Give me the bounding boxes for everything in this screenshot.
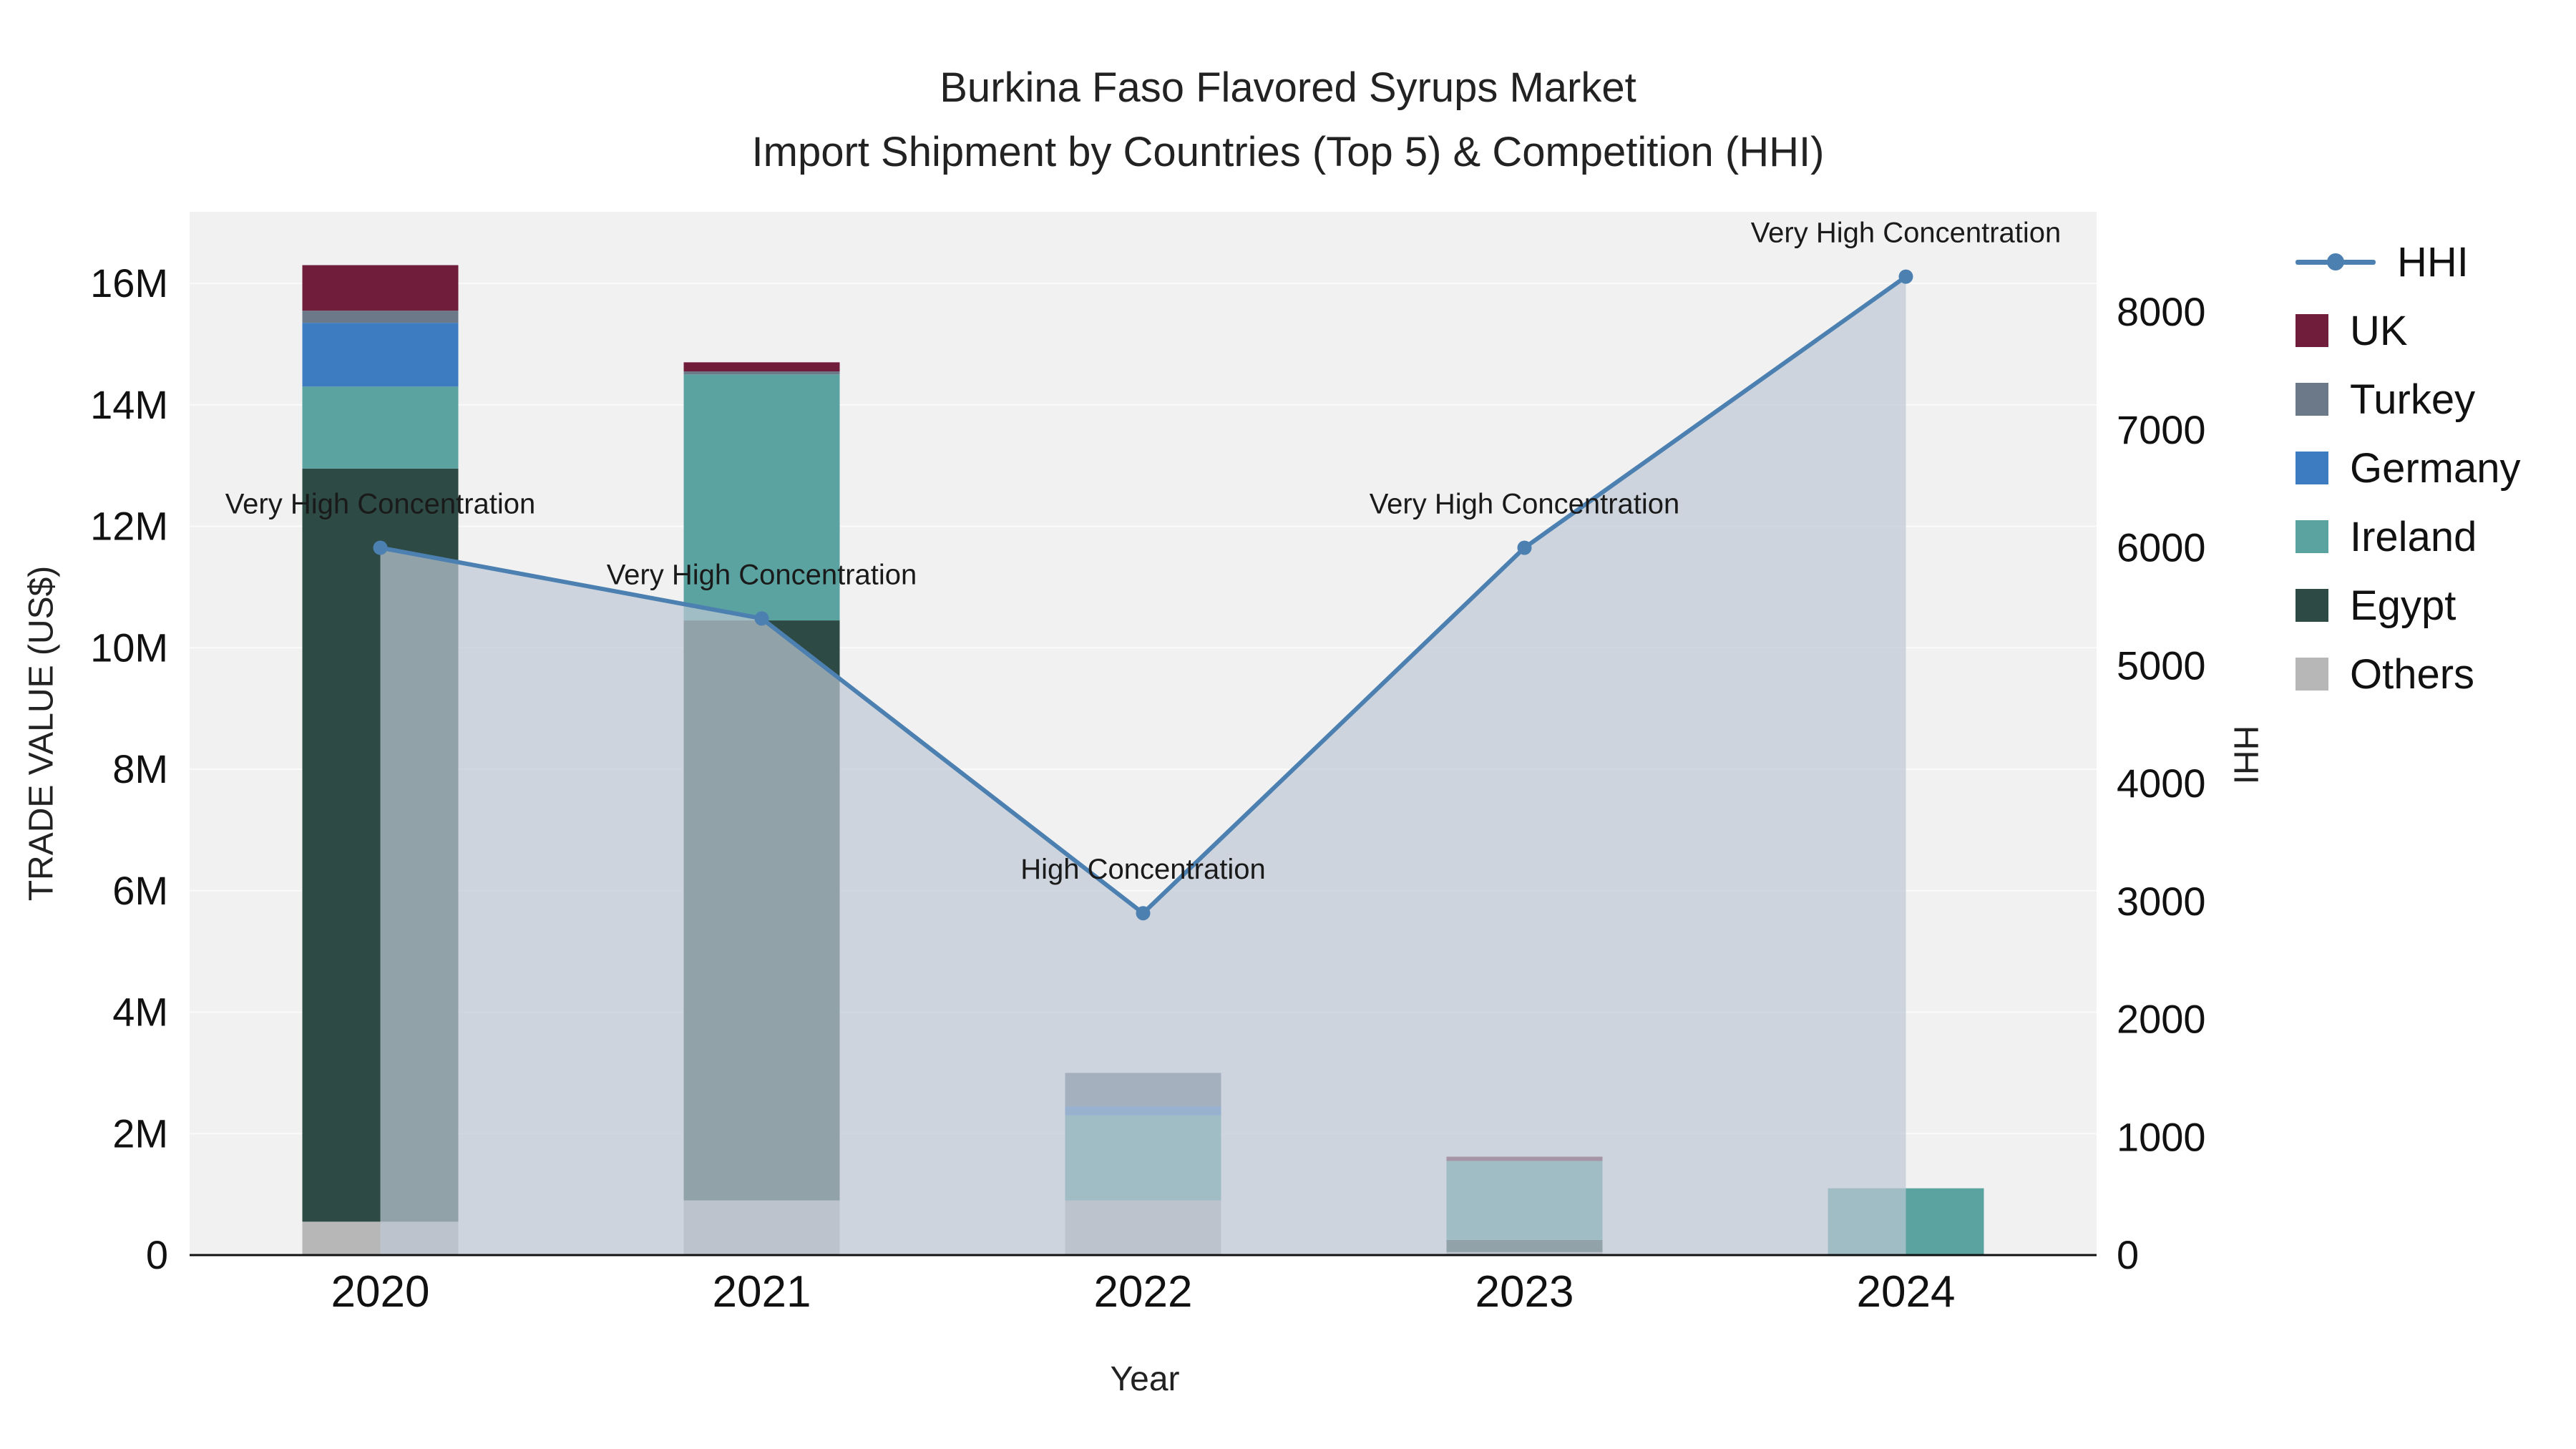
y-axis-tick-right: 1000 bbox=[2117, 1114, 2206, 1159]
y-axis-tick-left: 14M bbox=[90, 382, 168, 427]
x-axis-tick: 2020 bbox=[331, 1267, 430, 1317]
y-axis-tick-right: 4000 bbox=[2117, 761, 2206, 806]
hhi-marker[interactable] bbox=[1517, 540, 1532, 555]
legend: HHI UK Turkey Germany Ireland Egypt Others bbox=[2296, 228, 2521, 708]
y-axis-tick-right: 5000 bbox=[2117, 643, 2206, 688]
y-axis-tick-left: 0 bbox=[146, 1232, 168, 1277]
y-axis-tick-right: 6000 bbox=[2117, 525, 2206, 570]
legend-swatch-turkey bbox=[2296, 383, 2328, 416]
hhi-marker[interactable] bbox=[373, 540, 388, 555]
chart-title-block: Burkina Faso Flavored Syrups Market Impo… bbox=[0, 56, 2576, 185]
bar-segment-ireland[interactable] bbox=[683, 374, 840, 621]
legend-item-turkey[interactable]: Turkey bbox=[2296, 365, 2521, 434]
legend-swatch-others bbox=[2296, 658, 2328, 691]
annotation-label: Very High Concentration bbox=[1370, 489, 1680, 520]
hhi-marker[interactable] bbox=[1898, 269, 1913, 284]
legend-item-uk[interactable]: UK bbox=[2296, 296, 2521, 365]
y-axis-tick-right: 0 bbox=[2117, 1232, 2139, 1277]
bar-segment-germany[interactable] bbox=[302, 323, 459, 387]
legend-item-germany[interactable]: Germany bbox=[2296, 434, 2521, 502]
bar-segment-turkey[interactable] bbox=[302, 311, 459, 323]
bar-segment-uk[interactable] bbox=[683, 362, 840, 372]
legend-label: Others bbox=[2350, 650, 2475, 698]
legend-swatch-ireland bbox=[2296, 520, 2328, 553]
hhi-marker[interactable] bbox=[754, 611, 769, 626]
bar-segment-ireland[interactable] bbox=[302, 386, 459, 469]
annotation-label: Very High Concentration bbox=[607, 559, 917, 590]
legend-line-symbol bbox=[2296, 253, 2376, 270]
y-axis-tick-left: 8M bbox=[112, 746, 168, 791]
y-axis-tick-right: 2000 bbox=[2117, 997, 2206, 1042]
legend-label: Egypt bbox=[2350, 582, 2457, 629]
legend-item-others[interactable]: Others bbox=[2296, 640, 2521, 708]
y-axis-tick-left: 10M bbox=[90, 625, 168, 670]
annotation-label: Very High Concentration bbox=[1751, 218, 2062, 249]
hhi-marker[interactable] bbox=[1136, 906, 1151, 921]
y-axis-title-right: HHI bbox=[2226, 725, 2265, 785]
chart-subtitle: Import Shipment by Countries (Top 5) & C… bbox=[751, 128, 1825, 175]
y-axis-tick-left: 6M bbox=[112, 868, 168, 913]
y-axis-tick-left: 16M bbox=[90, 260, 168, 306]
legend-item-egypt[interactable]: Egypt bbox=[2296, 571, 2521, 640]
legend-swatch-egypt bbox=[2296, 589, 2328, 622]
bar-segment-turkey[interactable] bbox=[683, 371, 840, 375]
x-axis-tick: 2023 bbox=[1475, 1267, 1574, 1317]
y-axis-tick-right: 8000 bbox=[2117, 289, 2206, 334]
legend-label: Ireland bbox=[2350, 513, 2477, 560]
y-axis-tick-left: 4M bbox=[112, 990, 168, 1035]
x-axis-tick: 2024 bbox=[1857, 1267, 1956, 1317]
y-axis-title-left: TRADE VALUE (US$) bbox=[22, 565, 61, 902]
legend-label: Germany bbox=[2350, 444, 2521, 492]
hhi-area bbox=[380, 276, 1906, 1256]
annotation-label: Very High Concentration bbox=[225, 489, 536, 520]
legend-swatch-germany bbox=[2296, 452, 2328, 484]
y-axis-tick-right: 3000 bbox=[2117, 879, 2206, 924]
legend-line-marker bbox=[2327, 253, 2344, 270]
bar-segment-uk[interactable] bbox=[302, 265, 459, 311]
legend-label: HHI bbox=[2397, 238, 2469, 286]
legend-label: Turkey bbox=[2350, 376, 2476, 423]
chart-title: Burkina Faso Flavored Syrups Market bbox=[940, 64, 1636, 111]
x-axis-title: Year bbox=[1110, 1360, 1180, 1398]
y-axis-tick-left: 2M bbox=[112, 1111, 168, 1156]
legend-item-hhi[interactable]: HHI bbox=[2296, 228, 2521, 296]
x-axis-tick: 2021 bbox=[713, 1267, 811, 1317]
legend-label: UK bbox=[2350, 307, 2408, 354]
annotation-label: High Concentration bbox=[1020, 854, 1265, 885]
x-axis-tick: 2022 bbox=[1094, 1267, 1193, 1317]
legend-swatch-uk bbox=[2296, 314, 2328, 347]
y-axis-tick-right: 7000 bbox=[2117, 407, 2206, 452]
y-axis-tick-left: 12M bbox=[90, 504, 168, 549]
legend-item-ireland[interactable]: Ireland bbox=[2296, 502, 2521, 571]
